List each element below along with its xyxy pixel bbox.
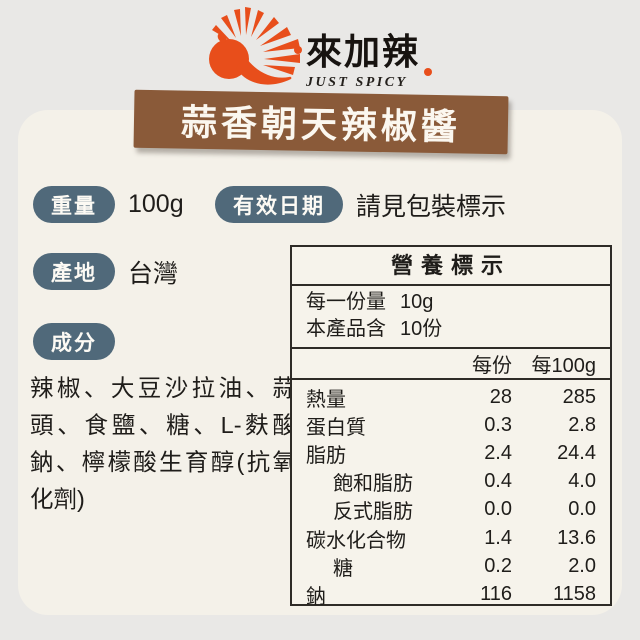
origin-label-badge: 產地 [33, 253, 115, 290]
brand-name-en: JUST SPICY [306, 75, 408, 90]
expiry-value: 請見包裝標示 [356, 192, 507, 221]
col-header-per-serving: 每份 [472, 355, 512, 377]
table-row-trans-fat: 反式脂肪 0.0 0.0 [333, 498, 596, 524]
table-row-calories: 熱量 28 285 [306, 385, 596, 411]
nutrition-table-title: 營養標示 [292, 247, 610, 286]
table-row-protein: 蛋白質 0.3 2.8 [306, 413, 596, 439]
field-expiry-date: 有效日期 請見包裝標示 [215, 186, 506, 223]
servings-value: 10份 [400, 318, 443, 340]
brand-name-zh: 來加辣 [306, 31, 421, 72]
nutrition-rows: 熱量 28 285 蛋白質 0.3 2.8 脂肪 2.4 24.4 飽和脂肪 0… [292, 380, 610, 609]
col-header-per-100g: 每100g [531, 355, 597, 377]
field-ingredients: 成分 [33, 323, 115, 360]
brand-wordmark: 來加辣 JUST SPICY [294, 31, 446, 91]
serving-size-label: 每一份量 [306, 291, 386, 313]
field-origin: 產地 台灣 [33, 253, 178, 290]
table-row-sodium: 鈉 116 1158 [306, 582, 596, 608]
nutrition-column-headers: 每份 每100g [292, 349, 610, 380]
product-title-banner: 蒜香朝天辣椒醬 [133, 89, 509, 155]
table-row-sugar: 糖 0.2 2.0 [333, 554, 596, 580]
serving-size-value: 10g [400, 291, 434, 313]
table-row-carbohydrate: 碳水化合物 1.4 13.6 [306, 526, 596, 552]
ingredients-label-badge: 成分 [33, 323, 115, 360]
expiry-label-badge: 有效日期 [215, 186, 343, 223]
brand-logo: 來加辣 JUST SPICY [188, 4, 448, 104]
origin-value: 台灣 [128, 259, 179, 288]
nutrition-table: 營養標示 每一份量 10g 本產品含 10份 每份 每100g 熱量 28 285 … [290, 245, 612, 609]
table-row-fat: 脂肪 2.4 24.4 [306, 441, 596, 467]
accent-dot-icon [294, 46, 302, 54]
weight-value: 100g [128, 190, 184, 218]
servings-label: 本產品含 [306, 318, 386, 340]
accent-dot-icon [424, 68, 432, 76]
nutrition-serving-info: 每一份量 10g 本產品含 10份 [292, 286, 610, 349]
field-weight: 重量 100g [33, 186, 184, 223]
serving-size-line: 每一份量 10g [306, 289, 610, 316]
chili-sunburst-icon [209, 7, 300, 85]
ingredients-value: 辣椒、大豆沙拉油、蒜頭、食鹽、糖、L-麩酸鈉、檸檬酸生育醇(抗氧化劑) [30, 375, 296, 512]
product-title: 蒜香朝天辣椒醬 [180, 101, 462, 148]
servings-per-container-line: 本產品含 10份 [306, 316, 610, 343]
table-row-saturated-fat: 飽和脂肪 0.4 4.0 [333, 470, 596, 496]
weight-label-badge: 重量 [33, 186, 115, 223]
